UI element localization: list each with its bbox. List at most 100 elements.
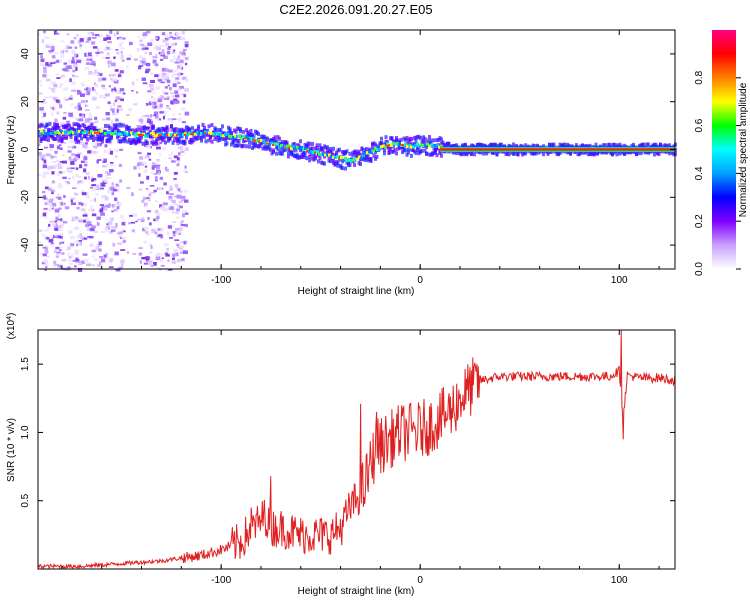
- noise-speckle: [77, 240, 83, 242]
- noise-speckle: [144, 52, 147, 54]
- noise-speckle: [177, 143, 181, 146]
- noise-speckle: [176, 244, 179, 247]
- noise-speckle: [56, 77, 61, 79]
- noise-speckle: [92, 178, 97, 181]
- trace-core: [250, 137, 253, 141]
- noise-speckle: [144, 165, 148, 168]
- trace-halo: [192, 138, 196, 143]
- noise-speckle: [160, 259, 164, 263]
- noise-speckle: [168, 45, 172, 48]
- trace-core: [156, 133, 159, 137]
- noise-speckle: [53, 81, 57, 85]
- noise-speckle: [150, 114, 153, 118]
- trace-halo: [593, 152, 596, 157]
- trace-halo: [165, 125, 169, 130]
- noise-speckle: [94, 119, 99, 123]
- noise-speckle: [98, 248, 102, 252]
- noise-speckle: [110, 187, 116, 191]
- trace-halo: [404, 148, 407, 153]
- noise-speckle: [63, 88, 67, 91]
- trace-core: [348, 158, 351, 162]
- noise-speckle: [112, 112, 116, 116]
- noise-speckle: [84, 36, 89, 40]
- noise-speckle: [157, 171, 161, 175]
- noise-speckle: [104, 170, 108, 175]
- trace-halo: [309, 152, 313, 157]
- noise-speckle: [88, 55, 94, 59]
- noise-speckle: [177, 72, 182, 76]
- noise-speckle: [67, 266, 72, 270]
- noise-speckle: [172, 95, 177, 98]
- trace-halo: [75, 136, 79, 141]
- noise-speckle: [68, 95, 71, 99]
- trace-core: [176, 132, 179, 136]
- noise-speckle: [120, 249, 126, 251]
- noise-speckle: [160, 44, 164, 47]
- trace-halo: [188, 127, 191, 132]
- noise-speckle: [112, 242, 116, 247]
- trace-peak: [266, 142, 268, 145]
- noise-speckle: [159, 176, 163, 180]
- noise-speckle: [100, 258, 106, 263]
- trace-halo: [200, 138, 203, 143]
- noise-speckle: [91, 213, 97, 217]
- noise-speckle: [42, 164, 47, 169]
- noise-speckle: [41, 156, 44, 161]
- trace-halo: [65, 134, 68, 139]
- noise-speckle: [179, 146, 184, 150]
- trace-halo: [281, 151, 284, 156]
- noise-speckle: [84, 163, 88, 167]
- trace-core: [320, 153, 323, 157]
- noise-speckle: [159, 111, 164, 114]
- noise-speckle: [139, 128, 144, 132]
- noise-speckle: [165, 42, 169, 46]
- noise-speckle: [169, 193, 174, 195]
- trace-halo: [285, 142, 289, 147]
- noise-speckle: [145, 68, 151, 72]
- noise-speckle: [43, 30, 46, 34]
- noise-speckle: [143, 156, 149, 160]
- trace-peak: [258, 140, 260, 143]
- noise-speckle: [141, 114, 145, 119]
- noise-speckle: [74, 252, 79, 255]
- noise-speckle: [142, 36, 147, 39]
- noise-speckle: [177, 119, 181, 122]
- noise-speckle: [107, 60, 112, 65]
- trace-core: [292, 145, 295, 149]
- noise-speckle: [44, 263, 49, 267]
- noise-speckle: [53, 96, 58, 101]
- noise-speckle: [102, 178, 106, 182]
- noise-speckle: [95, 150, 99, 155]
- noise-speckle: [180, 241, 184, 244]
- trace-peak: [96, 131, 98, 134]
- trace-halo: [318, 143, 322, 148]
- noise-speckle: [133, 103, 138, 106]
- noise-speckle: [92, 46, 98, 49]
- trace-halo: [197, 124, 200, 129]
- noise-speckle: [106, 177, 112, 180]
- trace-core: [174, 133, 177, 137]
- noise-speckle: [57, 163, 62, 166]
- noise-speckle: [152, 101, 157, 106]
- trace-core: [68, 131, 71, 135]
- noise-speckle: [57, 185, 63, 189]
- noise-speckle: [100, 127, 105, 132]
- noise-speckle: [75, 173, 79, 178]
- noise-speckle: [78, 263, 83, 266]
- noise-speckle: [145, 256, 150, 260]
- trace-halo: [308, 141, 311, 146]
- trace-core: [42, 131, 45, 135]
- noise-speckle: [137, 166, 141, 170]
- trace-halo: [107, 132, 110, 137]
- snr-series: [37, 329, 676, 570]
- noise-speckle: [167, 259, 170, 262]
- trace-halo: [524, 143, 527, 148]
- trace-halo: [311, 146, 314, 151]
- noise-speckle: [46, 237, 50, 240]
- trace-core: [40, 129, 43, 133]
- noise-speckle: [166, 231, 170, 236]
- noise-speckle: [106, 223, 110, 226]
- noise-speckle: [70, 202, 76, 206]
